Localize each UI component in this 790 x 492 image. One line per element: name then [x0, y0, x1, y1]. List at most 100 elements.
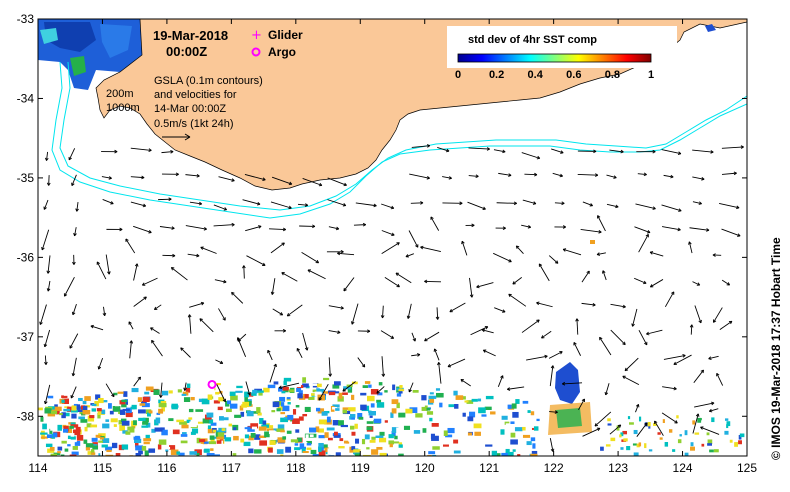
sst-pixel: [92, 445, 99, 450]
sst-pixel: [366, 447, 370, 450]
velocity-arrow: [408, 382, 414, 393]
sst-pixel: [142, 421, 149, 425]
sst-pixel: [144, 450, 149, 456]
velocity-arrow-head: [541, 335, 545, 339]
velocity-arrow-head: [367, 329, 371, 334]
velocity-arrow: [161, 151, 174, 154]
sst-pixel: [188, 408, 194, 413]
sst-pixel: [154, 408, 158, 411]
velocity-arrow: [154, 304, 162, 310]
sst-pixel: [605, 444, 611, 447]
sst-pixel: [104, 443, 111, 446]
sst-pixel: [181, 393, 187, 396]
sst-pixel: [110, 418, 118, 423]
velocity-arrow: [380, 330, 394, 339]
x-tick-label: 115: [93, 461, 112, 475]
x-tick-label: 122: [544, 461, 564, 475]
sst-pixel: [370, 403, 375, 408]
velocity-arrow: [395, 272, 412, 284]
sst-pixel: [168, 445, 176, 450]
velocity-arrow-head: [617, 424, 622, 428]
sst-pixel: [308, 396, 315, 400]
sst-pixel: [360, 392, 367, 396]
sst-pixel: [148, 410, 153, 414]
sst-pixel: [620, 447, 624, 450]
sst-pixel: [512, 411, 519, 418]
sst-pixel: [312, 383, 317, 386]
y-tick-label: -34: [17, 91, 35, 105]
sst-pixel: [176, 451, 181, 455]
sst-pixel: [306, 447, 312, 450]
sst-pixel: [662, 419, 665, 424]
sst-pixel: [218, 397, 225, 402]
sst-pixel: [312, 454, 319, 456]
velocity-arrow: [508, 293, 527, 307]
sst-pixel: [347, 386, 353, 393]
velocity-arrow: [661, 204, 682, 212]
sst-pixel: [435, 392, 444, 398]
sst-pixel: [239, 405, 244, 411]
sst-pixel: [505, 448, 510, 453]
velocity-arrow: [302, 178, 323, 186]
sst-pixel: [317, 408, 325, 414]
sst-pixel: [318, 442, 324, 448]
sst-pixel: [78, 416, 85, 420]
velocity-arrow-head: [200, 301, 205, 306]
velocity-arrow: [493, 252, 512, 263]
sst-pixel: [429, 392, 434, 395]
velocity-arrow-head: [475, 174, 479, 179]
velocity-arrow-head: [508, 259, 512, 263]
date-line-1: 19-Mar-2018: [153, 28, 228, 43]
sst-pixel: [91, 408, 96, 412]
velocity-arrow: [129, 340, 132, 359]
velocity-arrow-head: [102, 312, 107, 317]
velocity-arrow-head: [560, 150, 564, 154]
sst-pixel: [607, 418, 611, 422]
velocity-arrow: [318, 383, 329, 401]
sst-pixel: [121, 420, 130, 426]
sst-pixel: [90, 424, 98, 428]
sst-pixel: [224, 437, 232, 442]
sst-pixel: [75, 426, 81, 432]
sst-pixel: [341, 392, 348, 395]
velocity-arrow-head: [43, 206, 47, 210]
sst-pixel: [287, 414, 294, 420]
velocity-arrow: [578, 398, 585, 411]
velocity-arrow-head: [561, 381, 566, 386]
colorbar-tick-label: 0.8: [605, 69, 620, 81]
sst-pixel: [101, 409, 106, 415]
sst-pixel: [133, 438, 142, 444]
sst-pixel: [454, 403, 459, 409]
sst-pixel: [91, 452, 96, 455]
velocity-arrow: [130, 176, 145, 179]
gsla-annotation: GSLA (0.1m contours) and velocities for …: [154, 75, 263, 141]
sst-pixel: [398, 453, 404, 456]
sst-pixel: [324, 432, 329, 438]
velocity-arrow-head: [395, 272, 400, 276]
sst-pixel: [398, 444, 403, 448]
sst-pixel: [510, 421, 515, 424]
velocity-arrow-head: [594, 173, 599, 177]
velocity-arrow-head: [446, 148, 450, 153]
sst-pixel: [96, 408, 102, 412]
sst-pixel: [230, 403, 238, 409]
sst-pixel: [84, 396, 91, 401]
velocity-arrow: [690, 324, 693, 335]
sst-pixel: [328, 391, 336, 396]
velocity-arrow-head: [39, 321, 43, 325]
sst-pixel: [495, 453, 501, 456]
sst-pixel: [429, 397, 435, 403]
velocity-arrow: [160, 382, 163, 398]
sst-pixel: [122, 408, 130, 411]
sst-pixel: [362, 385, 368, 389]
sst-pixel: [119, 409, 126, 415]
sst-pixel: [52, 432, 58, 438]
velocity-arrow-head: [515, 245, 520, 249]
velocity-arrow: [410, 202, 424, 204]
velocity-arrow: [103, 306, 106, 316]
sst-pixel: [215, 432, 220, 438]
sst-pixel: [135, 453, 142, 456]
sst-pixel: [216, 440, 222, 444]
velocity-arrow-head: [596, 427, 601, 431]
sst-pixel: [399, 385, 403, 389]
